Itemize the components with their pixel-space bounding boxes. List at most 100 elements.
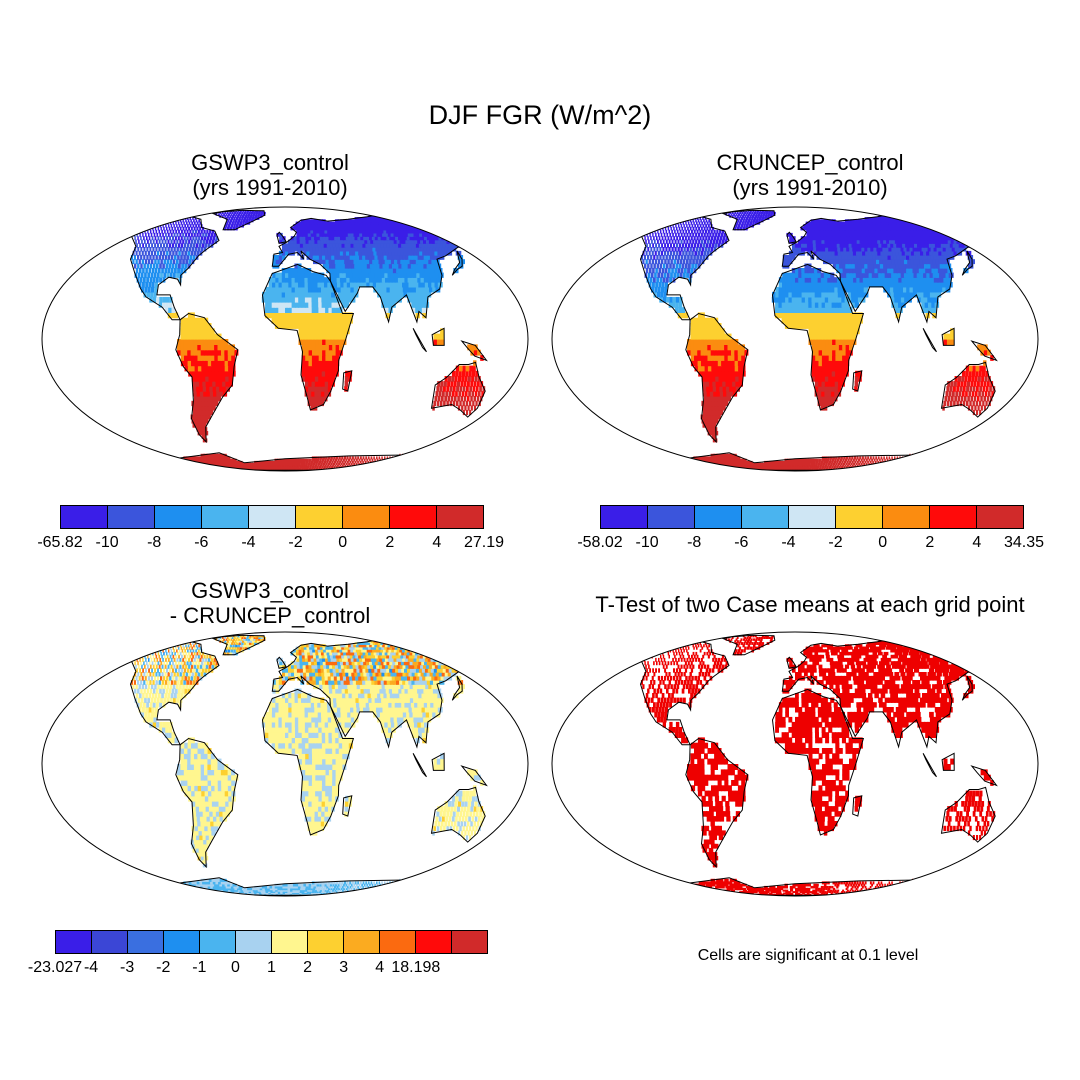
grid-cell bbox=[647, 469, 655, 471]
grid-cell bbox=[440, 328, 445, 335]
grid-cell bbox=[926, 456, 927, 460]
grid-cell bbox=[889, 466, 891, 468]
grid-cell bbox=[220, 460, 225, 464]
grid-cell bbox=[315, 312, 320, 319]
grid-cell bbox=[294, 272, 299, 278]
grid-cell bbox=[319, 221, 324, 225]
grid-cell bbox=[829, 456, 833, 460]
grid-cell bbox=[703, 458, 708, 462]
grid-cell bbox=[339, 268, 344, 274]
grid-cell bbox=[301, 229, 306, 234]
grid-cell bbox=[314, 396, 318, 402]
grid-cell bbox=[349, 221, 354, 225]
grid-cell bbox=[317, 464, 320, 467]
grid-cell bbox=[928, 464, 930, 467]
grid-cell bbox=[641, 468, 649, 471]
grid-cell bbox=[416, 217, 423, 220]
grid-cell bbox=[98, 458, 106, 462]
grid-cell bbox=[332, 239, 337, 244]
grid-cell bbox=[421, 456, 423, 460]
grid-cell bbox=[365, 272, 370, 278]
grid-cell bbox=[453, 229, 460, 234]
grid-cell bbox=[629, 458, 636, 462]
grid-cell bbox=[316, 458, 320, 462]
grid-cell bbox=[157, 236, 160, 241]
grid-cell bbox=[638, 462, 645, 466]
grid-cell bbox=[180, 469, 187, 471]
grid-cell bbox=[461, 236, 468, 241]
grid-cell bbox=[242, 464, 247, 467]
grid-cell bbox=[219, 211, 222, 214]
grid-cell bbox=[451, 460, 454, 464]
grid-cell bbox=[291, 291, 296, 298]
grid-cell bbox=[868, 462, 870, 466]
grid-cell bbox=[191, 418, 197, 424]
grid-cell bbox=[929, 458, 930, 462]
grid-cell bbox=[115, 462, 123, 466]
grid-cell bbox=[308, 302, 313, 308]
grid-cell bbox=[305, 328, 310, 335]
grid-cell bbox=[854, 464, 857, 467]
grid-cell bbox=[850, 462, 853, 466]
grid-cell bbox=[382, 468, 383, 471]
grid-cell bbox=[116, 226, 117, 231]
grid-cell bbox=[144, 229, 146, 234]
grid-cell bbox=[148, 460, 155, 464]
grid-cell bbox=[275, 307, 279, 313]
grid-cell bbox=[364, 239, 369, 244]
grid-cell bbox=[325, 370, 329, 377]
grid-cell bbox=[204, 418, 209, 424]
grid-cell bbox=[254, 467, 258, 470]
grid-cell bbox=[418, 302, 423, 308]
grid-cell bbox=[222, 458, 227, 462]
grid-cell bbox=[964, 460, 966, 464]
grid-cell bbox=[291, 307, 296, 313]
grid-cell bbox=[119, 229, 120, 234]
grid-cell bbox=[289, 468, 293, 471]
grid-cell bbox=[197, 323, 202, 329]
grid-cell bbox=[304, 296, 309, 303]
grid-cell bbox=[145, 282, 149, 288]
grid-cell bbox=[199, 386, 204, 392]
grid-cell bbox=[848, 468, 850, 471]
grid-cell bbox=[221, 355, 226, 361]
grid-cell bbox=[902, 458, 904, 462]
grid-cell bbox=[297, 268, 302, 274]
grid-cell bbox=[444, 466, 446, 468]
grid-cell bbox=[376, 464, 378, 467]
grid-cell bbox=[475, 224, 483, 228]
grid-cell bbox=[390, 226, 396, 231]
grid-cell bbox=[269, 460, 273, 464]
grid-cell bbox=[317, 272, 322, 278]
grid-cell bbox=[394, 466, 395, 468]
grid-cell bbox=[136, 277, 140, 283]
grid-cell bbox=[297, 250, 301, 256]
grid-cell bbox=[354, 226, 359, 231]
grid-cell bbox=[391, 464, 393, 467]
coastline-southAmerica bbox=[175, 312, 239, 444]
grid-cell bbox=[132, 259, 135, 265]
grid-cell bbox=[764, 467, 768, 470]
grid-cell bbox=[342, 247, 347, 252]
grid-cell bbox=[361, 464, 364, 467]
grid-cell bbox=[234, 215, 237, 218]
grid-cell bbox=[281, 307, 286, 313]
grid-cell bbox=[329, 458, 332, 462]
grid-cell bbox=[306, 221, 311, 225]
grid-cell bbox=[295, 312, 299, 319]
grid-cell bbox=[446, 386, 450, 392]
grid-cell bbox=[320, 277, 325, 283]
grid-cell bbox=[332, 328, 337, 335]
grid-cell bbox=[328, 349, 333, 356]
grid-cell bbox=[856, 467, 859, 470]
grid-cell bbox=[396, 215, 402, 218]
grid-cell bbox=[411, 302, 416, 308]
grid-cell bbox=[275, 466, 279, 468]
grid-cell bbox=[387, 272, 393, 278]
grid-cell bbox=[207, 333, 212, 340]
grid-cell bbox=[425, 464, 427, 467]
grid-cell bbox=[869, 468, 871, 471]
grid-cell bbox=[208, 469, 213, 471]
grid-cell bbox=[259, 215, 263, 218]
grid-cell bbox=[414, 255, 420, 260]
